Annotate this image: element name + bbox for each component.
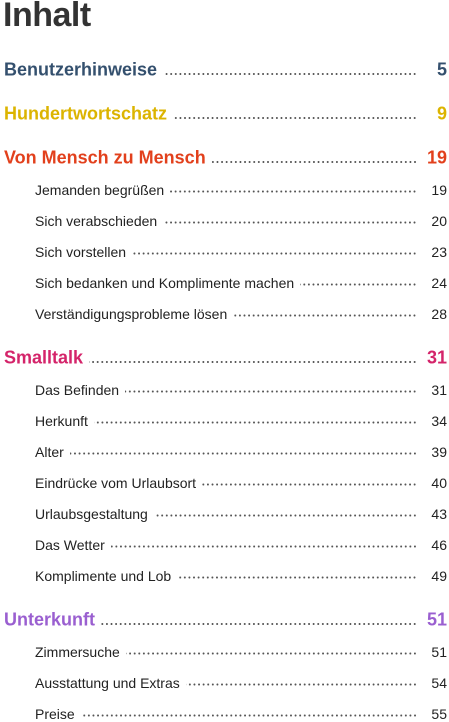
dot-leader: [211, 160, 417, 164]
entry-row[interactable]: Herkunft 34: [0, 413, 447, 429]
section-page: 19: [426, 147, 447, 168]
entry-page: 34: [431, 413, 447, 429]
section-label: Benutzerhinweise: [4, 59, 158, 80]
entry-label: Sich bedanken und Komplimente machen: [35, 275, 295, 291]
entry-row[interactable]: Urlaubsgestaltung 43: [0, 506, 447, 522]
dot-leader: [163, 72, 417, 76]
dot-leader: [177, 576, 417, 579]
section-row[interactable]: Smalltalk 31: [0, 348, 447, 369]
dot-leader: [89, 360, 417, 364]
dot-leader: [132, 252, 417, 255]
section-page: 9: [436, 103, 447, 124]
dot-leader: [69, 452, 417, 455]
entry-page: 43: [431, 506, 447, 522]
entry-page: 19: [431, 182, 447, 198]
entry-page: 49: [431, 568, 447, 584]
entry-page: 39: [431, 444, 447, 460]
dot-leader: [125, 390, 417, 393]
section-label: Von Mensch zu Mensch: [4, 147, 206, 168]
section-row[interactable]: Hundertwortschatz 9: [0, 104, 447, 125]
section-row[interactable]: Unterkunft 51: [0, 610, 447, 631]
entry-row[interactable]: Preise 55: [0, 706, 447, 722]
dot-leader: [125, 652, 417, 655]
dot-leader: [233, 314, 417, 317]
section-row[interactable]: Von Mensch zu Mensch 19: [0, 148, 447, 169]
dot-leader: [101, 622, 417, 626]
entry-row[interactable]: Sich bedanken und Komplimente machen 24: [0, 275, 447, 291]
section-label: Unterkunft: [4, 609, 95, 630]
entry-row[interactable]: Alter 39: [0, 444, 447, 460]
entry-row[interactable]: Sich vorstellen 23: [0, 244, 447, 260]
entry-page: 28: [431, 306, 447, 322]
entry-row[interactable]: Jemanden begrüßen 19: [0, 182, 447, 198]
entry-page: 51: [431, 644, 447, 660]
entry-label: Eindrücke vom Urlaubsort: [35, 475, 197, 491]
dot-leader: [185, 683, 417, 686]
section-row[interactable]: Benutzerhinweise 5: [0, 60, 447, 81]
section-page: 31: [426, 347, 447, 368]
entry-page: 40: [431, 475, 447, 491]
entry-row[interactable]: Eindrücke vom Urlaubsort 40: [0, 475, 447, 491]
entry-label: Alter: [35, 444, 64, 460]
entry-label: Urlaubsgestaltung: [35, 506, 148, 522]
entry-row[interactable]: Komplimente und Lob 49: [0, 568, 447, 584]
dot-leader: [110, 545, 417, 548]
entry-label: Preise: [35, 706, 75, 722]
entry-row[interactable]: Das Befinden 31: [0, 382, 447, 398]
entry-label: Das Wetter: [35, 537, 105, 553]
dot-leader: [170, 190, 417, 193]
entry-row[interactable]: Zimmersuche 51: [0, 644, 447, 660]
dot-leader: [163, 221, 417, 224]
section-page: 5: [436, 59, 447, 80]
entry-page: 46: [431, 537, 447, 553]
entry-label: Jemanden begrüßen: [35, 182, 165, 198]
entry-row[interactable]: Das Wetter 46: [0, 537, 447, 553]
entry-page: 23: [431, 244, 447, 260]
entry-label: Ausstattung und Extras: [35, 675, 180, 691]
entry-label: Das Befinden: [35, 382, 120, 398]
entry-label: Sich vorstellen: [35, 244, 127, 260]
entry-row[interactable]: Verständigungsprobleme lösen 28: [0, 306, 447, 322]
entry-label: Herkunft: [35, 413, 88, 429]
dot-leader: [93, 421, 417, 424]
dot-leader: [80, 714, 417, 717]
entry-label: Verständigungsprobleme lösen: [35, 306, 228, 322]
entry-row[interactable]: Sich verabschieden 20: [0, 213, 447, 229]
section-label: Hundertwortschatz: [4, 103, 168, 124]
entry-page: 31: [431, 382, 447, 398]
section-label: Smalltalk: [4, 347, 84, 368]
entry-label: Komplimente und Lob: [35, 568, 172, 584]
entry-label: Sich verabschieden: [35, 213, 158, 229]
entry-page: 20: [431, 213, 447, 229]
entry-page: 24: [431, 275, 447, 291]
section-page: 51: [426, 609, 447, 630]
dot-leader: [173, 116, 417, 120]
entry-label: Zimmersuche: [35, 644, 120, 660]
dot-leader: [202, 483, 417, 486]
entry-page: 54: [431, 675, 447, 691]
toc-title: Inhalt: [3, 0, 91, 34]
dot-leader: [300, 283, 417, 286]
entry-page: 55: [431, 706, 447, 722]
entry-row[interactable]: Ausstattung und Extras 54: [0, 675, 447, 691]
dot-leader: [153, 514, 417, 517]
